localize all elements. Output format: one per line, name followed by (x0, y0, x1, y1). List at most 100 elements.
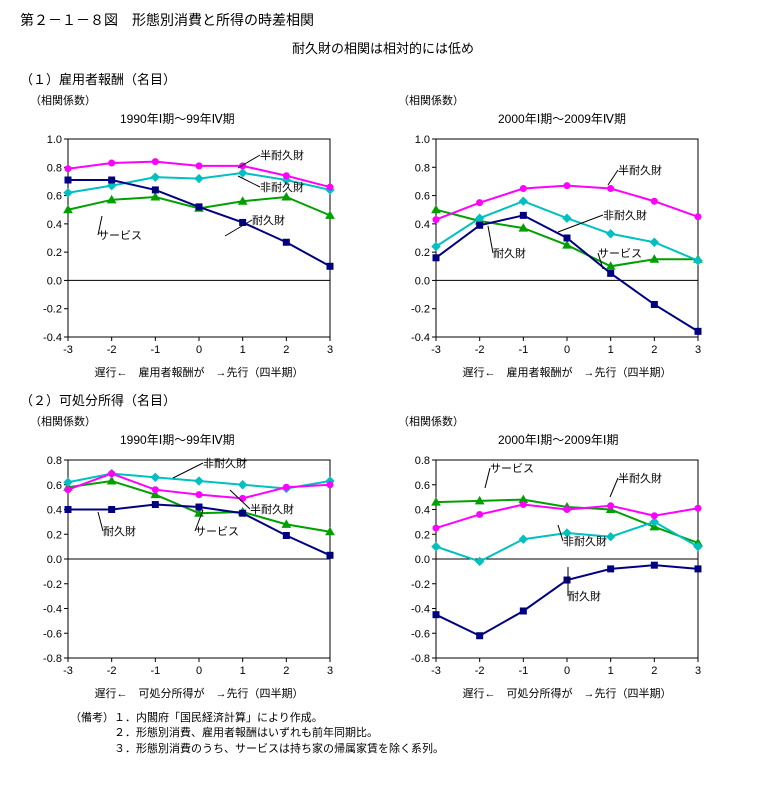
ylabel: （相関係数） (30, 413, 378, 429)
svg-text:-2: -2 (475, 344, 485, 356)
svg-text:1: 1 (608, 665, 614, 677)
figure-title: 第２－１－８図 形態別消費と所得の時差相関 (20, 10, 746, 30)
svg-text:耐久財: 耐久財 (568, 589, 601, 603)
svg-text:-0.4: -0.4 (43, 604, 62, 616)
svg-text:非耐久財: 非耐久財 (260, 180, 304, 194)
chart-row-2: （相関係数） 1990年Ⅰ期～99年Ⅳ期 -0.8 -0.6 -0.4 -0.2 0.0… (20, 413, 746, 701)
svg-text:0.8: 0.8 (415, 455, 430, 467)
svg-text:半耐久財: 半耐久財 (618, 163, 662, 177)
svg-text:非耐久財: 非耐久財 (563, 534, 607, 548)
svg-text:-0.4: -0.4 (411, 332, 430, 344)
svg-text:-0.6: -0.6 (43, 628, 62, 640)
svg-text:0.6: 0.6 (415, 191, 430, 203)
ylabel: （相関係数） (398, 92, 746, 108)
svg-text:0.4: 0.4 (47, 219, 62, 231)
chart-period-22: 2000年Ⅰ期～2009年Ⅰ期 (498, 431, 746, 448)
svg-text:0: 0 (196, 344, 202, 356)
svg-text:2: 2 (283, 665, 289, 677)
svg-text:0: 0 (564, 665, 570, 677)
svg-text:0.0: 0.0 (47, 554, 62, 566)
xlabel-22: 遅行← 可処分所得が →先行（四半期） (388, 685, 746, 701)
svg-text:-2: -2 (107, 665, 117, 677)
chart-21: -0.8 -0.6 -0.4 -0.2 0.0 0.2 0.4 0.6 0.8 -3 -2 -1 0 1 2… (20, 450, 340, 680)
svg-text:サービス: サービス (98, 229, 142, 242)
section-1-title: （１）雇用者報酬（名目） (20, 69, 746, 88)
svg-text:-3: -3 (63, 665, 73, 677)
chart-12: -0.4 -0.2 0.0 0.2 0.4 0.6 0.8 1.0 -3 -2 -1 0 1 2 3 半耐久財… (388, 129, 708, 359)
svg-text:0: 0 (564, 344, 570, 356)
svg-text:-0.8: -0.8 (411, 653, 430, 665)
chart-period-11: 1990年Ⅰ期～99年Ⅳ期 (120, 110, 378, 127)
svg-text:0.0: 0.0 (415, 554, 430, 566)
svg-text:-0.2: -0.2 (43, 304, 62, 316)
svg-text:サービス: サービス (195, 525, 239, 538)
svg-text:半耐久財: 半耐久財 (250, 502, 294, 516)
svg-text:0.2: 0.2 (47, 247, 62, 259)
xlabel-21: 遅行← 可処分所得が →先行（四半期） (20, 685, 378, 701)
svg-text:半耐久財: 半耐久財 (260, 148, 304, 162)
svg-text:2: 2 (651, 344, 657, 356)
svg-text:-0.2: -0.2 (43, 579, 62, 591)
svg-text:半耐久財: 半耐久財 (618, 471, 662, 485)
svg-text:-0.4: -0.4 (43, 332, 62, 344)
svg-text:非耐久財: 非耐久財 (203, 456, 247, 470)
svg-text:耐久財: 耐久財 (252, 213, 285, 227)
ylabel: （相関係数） (30, 92, 378, 108)
svg-text:0.4: 0.4 (415, 505, 430, 517)
svg-text:1.0: 1.0 (415, 134, 430, 146)
svg-text:0.2: 0.2 (47, 529, 62, 541)
svg-text:0.6: 0.6 (415, 480, 430, 492)
svg-text:0.8: 0.8 (415, 162, 430, 174)
svg-text:3: 3 (327, 344, 333, 356)
svg-text:0.8: 0.8 (47, 455, 62, 467)
svg-text:0.4: 0.4 (47, 505, 62, 517)
xlabel-11: 遅行← 雇用者報酬が →先行（四半期） (20, 364, 378, 380)
svg-text:サービス: サービス (598, 247, 642, 260)
svg-text:-3: -3 (431, 344, 441, 356)
svg-text:3: 3 (695, 344, 701, 356)
chart-row-1: （相関係数） 1990年Ⅰ期～99年Ⅳ期 -0.4 -0.2 0.0 0.2 0.4 0.… (20, 92, 746, 380)
svg-text:3: 3 (695, 665, 701, 677)
svg-text:-3: -3 (431, 665, 441, 677)
svg-text:-0.8: -0.8 (43, 653, 62, 665)
svg-text:0.2: 0.2 (415, 247, 430, 259)
svg-text:3: 3 (327, 665, 333, 677)
svg-text:1: 1 (240, 344, 246, 356)
svg-text:0.4: 0.4 (415, 219, 430, 231)
svg-text:2: 2 (283, 344, 289, 356)
svg-text:0.0: 0.0 (415, 275, 430, 287)
svg-text:-3: -3 (63, 344, 73, 356)
svg-text:-1: -1 (518, 344, 528, 356)
svg-text:1.0: 1.0 (47, 134, 62, 146)
svg-text:-0.2: -0.2 (411, 579, 430, 591)
figure-subtitle: 耐久財の相関は相対的には低め (20, 38, 746, 57)
section-2-title: （２）可処分所得（名目） (20, 390, 746, 409)
svg-text:非耐久財: 非耐久財 (603, 208, 647, 222)
svg-text:-0.4: -0.4 (411, 604, 430, 616)
svg-text:0.0: 0.0 (47, 275, 62, 287)
svg-text:-1: -1 (150, 665, 160, 677)
svg-text:-0.6: -0.6 (411, 628, 430, 640)
svg-text:2: 2 (651, 665, 657, 677)
chart-11: -0.4-0.20.00.20.40.60.81.0-3-2-10123半耐久財… (20, 129, 340, 359)
svg-text:-1: -1 (150, 344, 160, 356)
chart-period-21: 1990年Ⅰ期～99年Ⅳ期 (120, 431, 378, 448)
xlabel-12: 遅行← 雇用者報酬が →先行（四半期） (388, 364, 746, 380)
svg-text:0.6: 0.6 (47, 191, 62, 203)
svg-text:-0.2: -0.2 (411, 304, 430, 316)
svg-text:-2: -2 (475, 665, 485, 677)
svg-text:0: 0 (196, 665, 202, 677)
chart-22: -0.8 -0.6 -0.4 -0.2 0.0 0.2 0.4 0.6 0.8 -3 -2 -1 0 1 2… (388, 450, 708, 680)
svg-text:0.8: 0.8 (47, 162, 62, 174)
svg-text:0.2: 0.2 (415, 529, 430, 541)
svg-text:耐久財: 耐久財 (103, 524, 136, 538)
svg-text:1: 1 (240, 665, 246, 677)
chart-period-12: 2000年Ⅰ期～2009年Ⅳ期 (498, 110, 746, 127)
ylabel: （相関係数） (398, 413, 746, 429)
svg-text:サービス: サービス (490, 462, 534, 475)
svg-text:1: 1 (608, 344, 614, 356)
svg-text:-1: -1 (518, 665, 528, 677)
figure-notes: （備考）１．内閣府「国民経済計算」により作成。 ２．形態別消費、雇用者報酬はいず… (70, 711, 746, 757)
svg-text:耐久財: 耐久財 (493, 246, 526, 260)
svg-text:0.6: 0.6 (47, 480, 62, 492)
